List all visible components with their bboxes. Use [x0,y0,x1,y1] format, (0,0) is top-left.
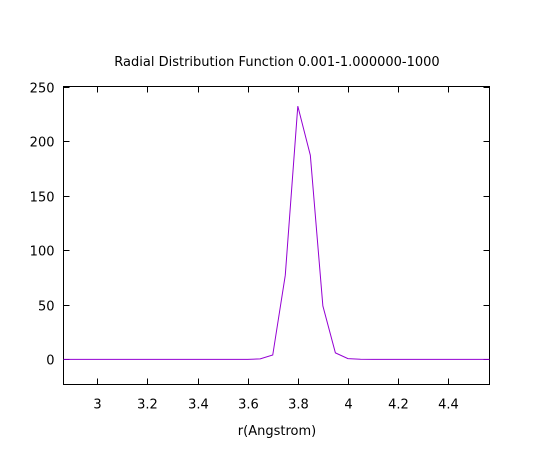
x-tick-label: 3.4 [188,398,209,413]
x-tick-label: 4 [344,398,352,413]
x-axis: 3 3.2 3.4 3.6 3.8 4 4.2 4.4 [93,86,459,413]
x-tick-label: 4.4 [438,398,459,413]
y-tick-label: 100 [30,245,55,260]
x-tick-label: 3 [93,398,101,413]
y-tick-label: 0 [46,354,54,369]
x-tick-label: 3.6 [238,398,259,413]
series-line [63,106,490,360]
plot-frame [63,86,490,385]
y-tick-label: 50 [38,300,55,315]
chart-title: Radial Distribution Function 0.001-1.000… [114,55,439,70]
x-tick-label: 4.2 [388,398,409,413]
x-axis-label: r(Angstrom) [238,424,316,439]
series-layer [63,106,490,360]
y-tick-label: 150 [30,191,55,206]
x-tick-label: 3.2 [137,398,158,413]
y-tick-label: 250 [30,82,55,97]
y-tick-label: 200 [30,136,55,151]
y-axis: 0 50 100 150 200 250 [30,82,490,369]
x-tick-label: 3.8 [288,398,309,413]
